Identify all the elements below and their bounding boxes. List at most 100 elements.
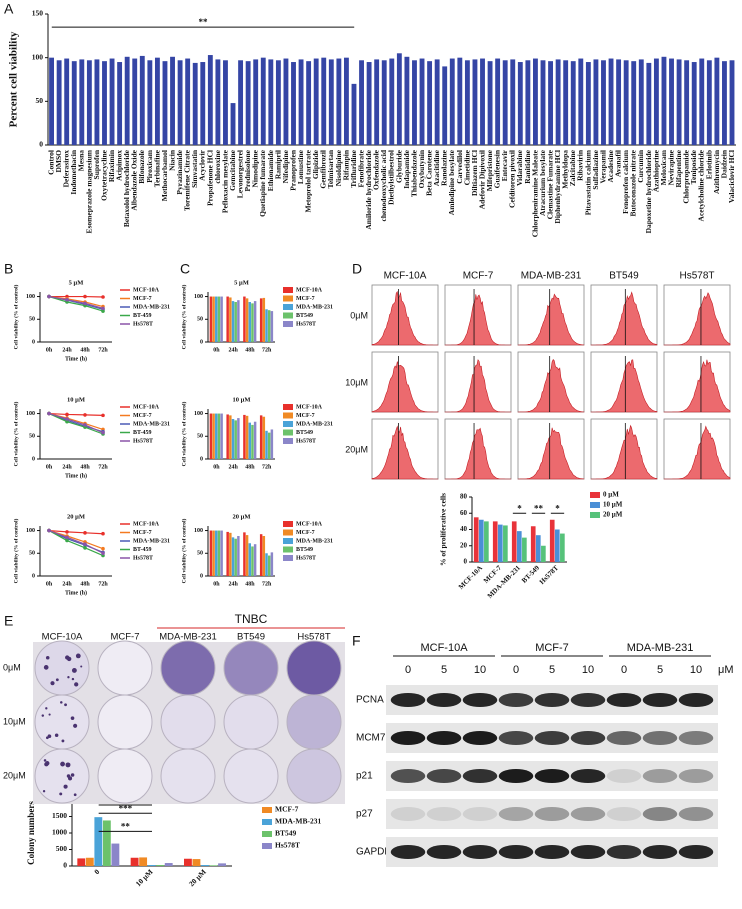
legend-label: BT549 xyxy=(296,313,313,319)
line xyxy=(48,295,104,312)
legend-label: Hs578T xyxy=(296,555,316,561)
bar xyxy=(243,296,246,342)
marker xyxy=(65,417,69,421)
y-axis-label: Cell viability (% of control) xyxy=(180,518,187,583)
band xyxy=(498,807,534,821)
band xyxy=(426,769,462,783)
x-tick-label: Glipizide xyxy=(311,149,320,179)
colony xyxy=(74,682,79,687)
bar xyxy=(268,59,274,146)
colony xyxy=(47,734,52,739)
colony-column-label: BT549 xyxy=(237,632,265,643)
band xyxy=(390,693,426,707)
y-tick-label: 0 xyxy=(32,573,35,579)
band xyxy=(498,693,534,707)
bar xyxy=(389,58,395,145)
band xyxy=(498,731,534,745)
bar xyxy=(237,418,240,459)
x-tick-label: Rifampin xyxy=(341,149,350,180)
band xyxy=(534,731,570,745)
legend-label: MDA-MB-231 xyxy=(275,817,321,826)
y-tick-label: 0 xyxy=(39,140,43,149)
well xyxy=(160,694,216,750)
flow-column-label: Hs578T xyxy=(679,271,714,282)
x-tick-label: Diltiazem HCl xyxy=(470,150,479,196)
x-tick-label: Oxytetracycline xyxy=(99,149,108,200)
bar xyxy=(132,58,138,145)
protein-label: p27 xyxy=(356,809,373,820)
dose-label: 0 xyxy=(405,664,411,676)
annotation: ** xyxy=(121,821,131,831)
histogram xyxy=(590,424,658,480)
legend-label: MCF-7 xyxy=(296,296,315,302)
y-tick-label: 100 xyxy=(26,528,35,534)
marker xyxy=(65,538,69,543)
band xyxy=(462,845,498,859)
legend-label: MDA-MB-231 xyxy=(133,421,170,427)
legend-label: MDA-MB-231 xyxy=(296,538,333,544)
bar xyxy=(484,521,489,562)
bar xyxy=(427,61,433,145)
colony xyxy=(45,655,50,660)
colony xyxy=(43,759,47,762)
band xyxy=(570,731,606,745)
panel-label: B xyxy=(4,261,13,277)
bar xyxy=(267,432,271,459)
y-tick-label: 0 xyxy=(32,456,35,462)
line xyxy=(48,529,104,550)
x-tick-label: Erlotinib xyxy=(704,150,713,179)
line xyxy=(48,529,104,535)
annotation: *** xyxy=(119,803,133,813)
bar xyxy=(601,60,606,145)
marker xyxy=(65,412,69,417)
y-tick-label: 50 xyxy=(197,434,203,440)
bar xyxy=(217,296,221,342)
dose-label: 10 xyxy=(690,664,702,676)
annotation: * xyxy=(555,503,560,513)
marker xyxy=(65,419,69,424)
annotation: ** xyxy=(534,503,544,513)
x-tick-label: Butoconazole nitrate xyxy=(629,149,638,216)
x-tick-label: Azathioprine xyxy=(651,149,660,192)
band xyxy=(534,693,570,707)
x-tick-label: 72h xyxy=(98,464,108,470)
y-tick-label: 100 xyxy=(32,52,44,61)
y-axis-label: Percent cell viability xyxy=(8,31,20,127)
y-axis-label: Cell viability (% of control) xyxy=(12,401,19,466)
x-tick-label: Mifepristone xyxy=(485,149,494,191)
y-tick-label: 150 xyxy=(32,9,44,18)
marker xyxy=(83,423,87,427)
bar xyxy=(684,60,690,145)
y-tick-label: 100 xyxy=(26,294,35,300)
legend-swatch xyxy=(283,429,293,436)
x-tick-label: 0h xyxy=(46,347,53,353)
x-tick-label: 72h xyxy=(262,581,272,587)
bar xyxy=(230,103,236,145)
legend-swatch xyxy=(283,521,293,527)
bar xyxy=(502,60,508,145)
bar xyxy=(283,58,289,145)
bar xyxy=(313,58,319,145)
legend-swatch xyxy=(590,492,600,498)
colony xyxy=(71,667,77,673)
chart-title: 20 μM xyxy=(233,513,251,520)
x-tick-label: Ranitidine xyxy=(523,149,532,183)
colony xyxy=(73,723,78,728)
legend-label: MDA-MB-231 xyxy=(133,538,170,544)
y-tick-label: 20 xyxy=(460,541,468,549)
bar xyxy=(238,60,244,145)
bar xyxy=(234,538,237,576)
blot-group-label: MDA-MB-231 xyxy=(627,642,694,654)
y-tick-label: 100 xyxy=(194,528,203,534)
bar xyxy=(253,59,259,146)
colony xyxy=(60,701,63,704)
bar xyxy=(215,59,221,146)
legend-swatch xyxy=(283,546,293,553)
line xyxy=(48,412,104,434)
y-tick-label: 50 xyxy=(29,551,35,557)
legend-label: Hs578T xyxy=(133,438,153,444)
legend-label: MDA-MB-231 xyxy=(133,304,170,310)
x-axis-label: Time (h) xyxy=(65,589,87,596)
